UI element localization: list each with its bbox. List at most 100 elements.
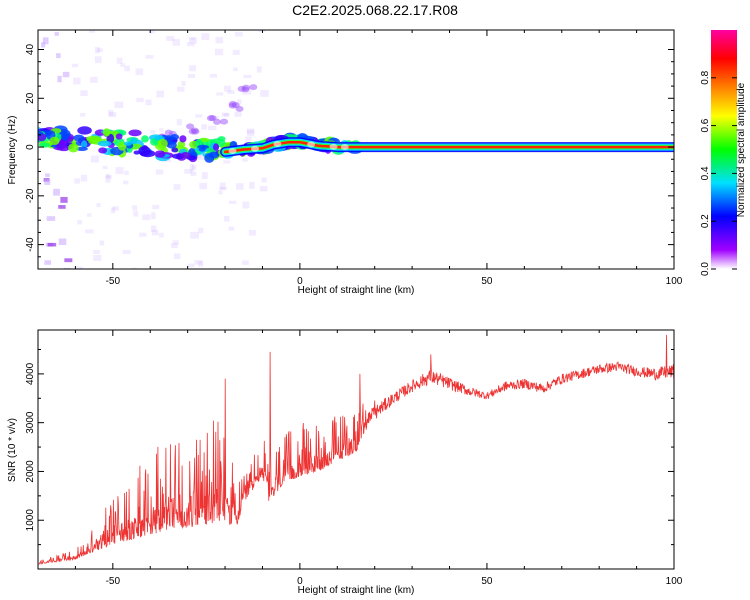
noise-speckle xyxy=(151,229,159,236)
energy-blob xyxy=(97,140,112,147)
ridge-gap xyxy=(273,141,282,148)
noise-speckle xyxy=(151,212,156,220)
noise-speckle xyxy=(47,242,57,247)
noise-speckle xyxy=(216,92,224,96)
energy-blob xyxy=(177,140,186,148)
noise-speckle xyxy=(232,49,240,55)
noise-speckle xyxy=(87,213,92,217)
noise-speckle xyxy=(195,114,203,118)
y-tick-label: 0 xyxy=(25,144,36,150)
noise-speckle xyxy=(234,31,243,37)
colorbar-tick-label: 0.2 xyxy=(700,214,711,228)
noise-speckle xyxy=(242,260,249,265)
snr-x-axis-label: Height of straight line (km) xyxy=(298,585,415,596)
noise-speckle xyxy=(233,67,238,72)
noise-speckle xyxy=(149,30,155,34)
noise-speckle xyxy=(122,249,131,255)
colorbar-tick-label: 0.6 xyxy=(700,118,711,132)
noise-speckle xyxy=(259,185,268,192)
upper-branch-blob xyxy=(212,118,221,125)
ridge-gap xyxy=(329,143,338,150)
noise-speckle xyxy=(214,48,224,56)
noise-speckle xyxy=(93,254,102,261)
noise-speckle xyxy=(198,261,204,267)
colorbar-label: Normalized spectral amplitude xyxy=(736,82,747,217)
noise-speckle xyxy=(199,182,208,190)
noise-speckle xyxy=(209,74,218,78)
energy-blob xyxy=(80,140,88,148)
upper-branch-blob xyxy=(231,102,240,109)
noise-speckle xyxy=(90,155,100,163)
noise-speckle xyxy=(166,35,175,41)
colorbar-ticks: 0.0 0.2 0.4 0.6 0.8 xyxy=(700,70,737,276)
noise-speckle xyxy=(187,263,195,268)
x-tick-label: -50 xyxy=(106,276,121,287)
noise-speckle xyxy=(120,63,125,67)
x-tick-label: 50 xyxy=(481,576,493,587)
noise-speckle xyxy=(186,42,195,47)
noise-speckle xyxy=(116,57,123,64)
energy-blob xyxy=(138,146,151,156)
noise-speckle xyxy=(170,243,178,249)
noise-speckle xyxy=(260,89,269,97)
noise-speckle xyxy=(159,128,164,132)
energy-blob xyxy=(76,146,88,152)
noise-speckle xyxy=(188,73,196,79)
x-tick-label: 50 xyxy=(481,276,493,287)
noise-speckle xyxy=(173,253,181,260)
noise-speckle xyxy=(194,260,203,265)
noise-speckle xyxy=(248,230,256,236)
noise-speckle xyxy=(249,181,255,189)
snr-y-axis-label: SNR (10 * v/v) xyxy=(7,418,18,482)
noise-speckle xyxy=(89,30,96,33)
noise-speckle xyxy=(97,48,103,52)
noise-speckle xyxy=(139,232,147,237)
energy-blob xyxy=(154,150,166,158)
noise-speckle xyxy=(80,174,88,182)
energy-blob xyxy=(128,129,142,137)
noise-speckle xyxy=(108,109,114,116)
noise-speckle xyxy=(173,184,181,190)
noise-speckle xyxy=(71,63,79,68)
noise-speckle xyxy=(242,90,252,95)
noise-speckle xyxy=(245,136,252,142)
x-tick-label: 100 xyxy=(666,576,683,587)
noise-speckle xyxy=(243,74,252,79)
noise-speckle xyxy=(223,160,231,164)
y-tick-label: 20 xyxy=(25,92,36,104)
noise-speckle xyxy=(105,176,111,183)
noise-speckle xyxy=(176,119,183,126)
snr-frame xyxy=(37,329,675,570)
noise-speckle xyxy=(190,231,199,239)
snr-x-ticks: -50 0 50 100 xyxy=(74,330,683,587)
spectrogram-heatmap xyxy=(38,30,674,269)
noise-speckle xyxy=(228,226,235,231)
spectrogram-x-ticks: -50 0 50 100 xyxy=(74,30,683,287)
spectrogram-y-axis-label: Frequency (Hz) xyxy=(7,116,18,185)
noise-speckle xyxy=(236,183,244,190)
noise-speckle xyxy=(221,112,230,117)
energy-blob xyxy=(141,135,149,143)
y-tick-label: 2000 xyxy=(25,460,36,483)
noise-speckle xyxy=(234,111,242,117)
chart-title: C2E2.2025.068.22.17.R08 xyxy=(292,2,458,18)
noise-speckle xyxy=(76,266,83,269)
noise-speckle xyxy=(156,90,165,98)
noise-speckle xyxy=(256,66,262,73)
noise-speckle xyxy=(108,112,117,118)
ridge-gap xyxy=(228,147,237,154)
noise-speckle xyxy=(261,177,267,183)
noise-speckle xyxy=(90,76,98,83)
noise-speckle xyxy=(63,267,71,269)
energy-blob xyxy=(106,133,115,144)
colorbar-tick-label: 0.8 xyxy=(700,70,711,84)
noise-speckle xyxy=(62,71,70,78)
x-tick-label: -50 xyxy=(106,576,121,587)
energy-blob xyxy=(129,137,138,144)
upper-branch-blob xyxy=(186,123,195,130)
noise-speckle xyxy=(112,206,119,211)
y-tick-label: 3000 xyxy=(25,411,36,434)
noise-speckle xyxy=(135,68,144,76)
y-tick-label: 1000 xyxy=(25,509,36,532)
